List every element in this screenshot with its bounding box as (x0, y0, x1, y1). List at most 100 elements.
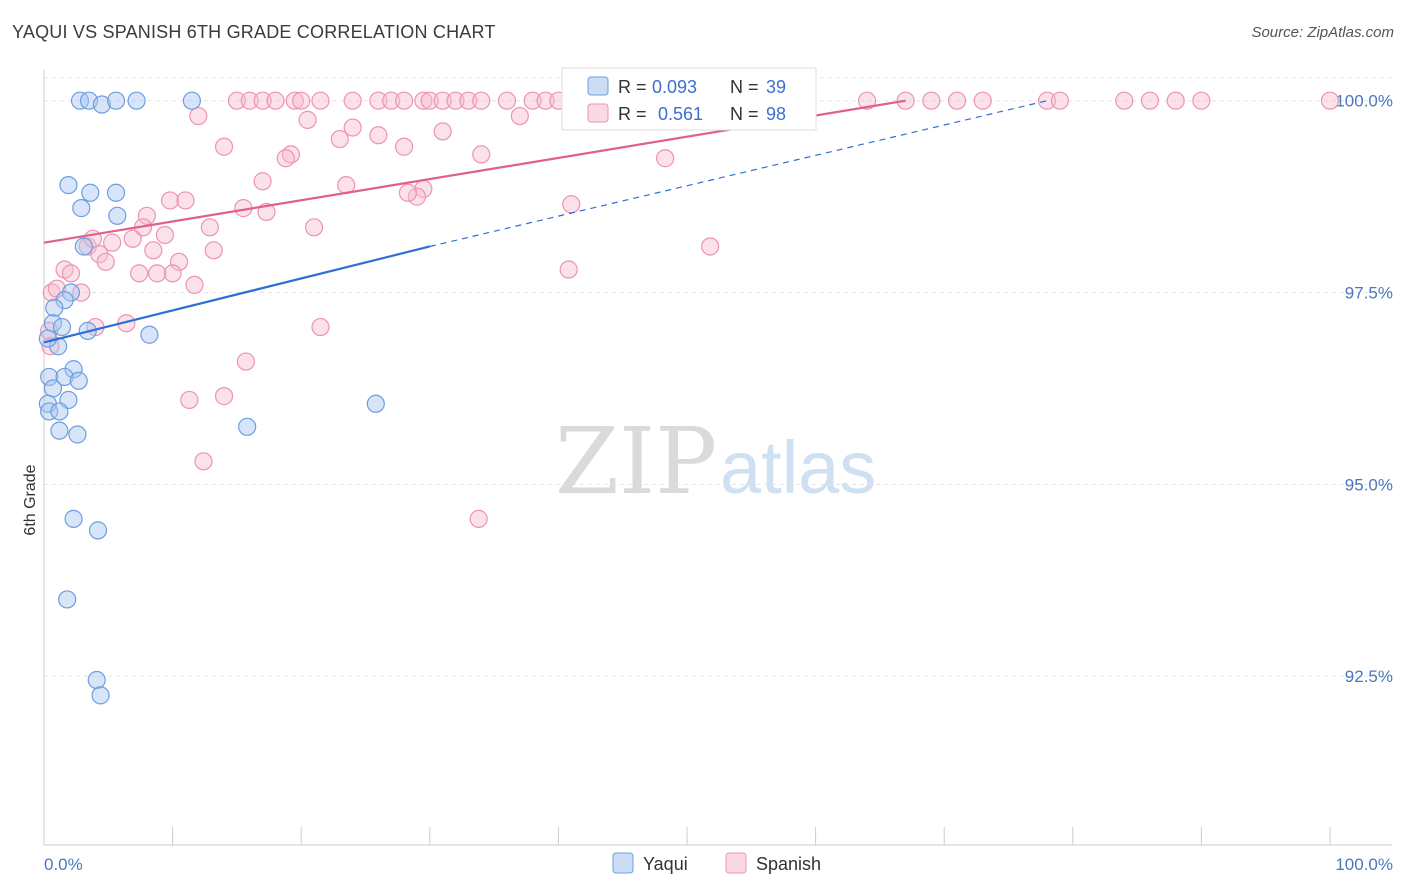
legend-swatch-yaqui (587, 76, 609, 96)
spanish-point (369, 126, 388, 145)
yaqui-point (92, 95, 111, 114)
spanish-point (857, 91, 877, 110)
spanish-point (330, 129, 349, 149)
spanish-point (240, 91, 259, 110)
source-credit: Source: ZipAtlas.com (1251, 24, 1394, 41)
x-tick-label-max: 100.0% (1335, 855, 1393, 874)
spanish-point (72, 283, 91, 302)
spanish-point (343, 91, 362, 110)
y-axis-label: 6th Grade (22, 464, 39, 535)
yaqui-point (55, 291, 74, 310)
spanish-point (311, 91, 330, 110)
yaqui-point (108, 206, 127, 225)
spanish-point (1050, 91, 1070, 110)
x-tick-labels: 0.0% 100.0% (44, 855, 1393, 874)
yaqui-point (91, 686, 110, 705)
spanish-point (1140, 91, 1160, 110)
legend-r-value-spanish: 0.561 (658, 104, 703, 124)
y-tick-label: 95.0% (1345, 475, 1393, 494)
yaqui-point (40, 367, 59, 387)
bottom-legend-label-yaqui: Yaqui (643, 854, 688, 874)
yaqui-point (81, 183, 100, 202)
spanish-point (922, 91, 941, 110)
spanish-point (103, 233, 122, 252)
yaqui-point (58, 590, 77, 609)
yaqui-point (88, 521, 108, 540)
legend-r-label-spanish: R = (618, 104, 647, 124)
spanish-points (40, 91, 1340, 528)
spanish-point (343, 118, 362, 137)
yaqui-point (87, 670, 106, 690)
gridlines (44, 77, 1392, 677)
yaqui-point (45, 298, 64, 317)
yaqui-point (140, 325, 159, 344)
spanish-point (369, 91, 388, 110)
legend-r-label-yaqui: R = (618, 77, 647, 97)
chart-title: YAQUI VS SPANISH 6TH GRADE CORRELATION C… (12, 22, 496, 42)
yaqui-point (64, 509, 83, 528)
spanish-point (656, 149, 675, 168)
spanish-point (123, 229, 142, 248)
yaqui-point (72, 199, 91, 218)
yaqui-point (106, 183, 126, 202)
spanish-point (472, 91, 491, 110)
spanish-point (227, 91, 246, 110)
yaqui-point (43, 379, 63, 398)
spanish-point (61, 264, 81, 283)
yaqui-point (40, 402, 59, 421)
correlation-legend: R = 0.093 N = 39 R = 0.561 N = 98 (561, 67, 817, 131)
spanish-point (96, 252, 115, 271)
spanish-point (1115, 91, 1134, 110)
spanish-point (204, 241, 223, 260)
spanish-point (311, 317, 330, 337)
spanish-point (155, 225, 174, 245)
yaqui-trend-extension (429, 100, 1048, 248)
spanish-point (169, 252, 189, 271)
spanish-point (176, 191, 195, 210)
yaqui-point (55, 367, 74, 387)
spanish-point (266, 91, 285, 110)
spanish-point (1166, 91, 1185, 110)
spanish-point (1192, 91, 1211, 110)
yaqui-point (238, 417, 257, 436)
spanish-point (189, 106, 208, 126)
spanish-point (398, 183, 418, 202)
spanish-point (1320, 91, 1340, 110)
spanish-point (446, 91, 465, 110)
spanish-point (130, 264, 149, 283)
spanish-point (562, 195, 581, 214)
spanish-point (497, 91, 517, 110)
series-legend: Yaqui Spanish (612, 852, 821, 874)
spanish-point (200, 218, 219, 237)
yaqui-point (69, 371, 88, 390)
spanish-point (973, 91, 992, 110)
yaqui-point (50, 402, 69, 421)
spanish-point (1037, 91, 1057, 110)
yaqui-point (59, 175, 78, 195)
spanish-point (559, 260, 578, 279)
yaqui-point (106, 91, 126, 110)
bottom-legend-swatch-spanish (725, 852, 747, 874)
yaqui-points (38, 91, 385, 705)
legend-r-value-yaqui: 0.093 (652, 77, 697, 97)
spanish-point (214, 137, 234, 156)
watermark-atlas: atlas (720, 426, 876, 509)
bottom-legend-swatch-yaqui (612, 852, 634, 874)
watermark: ZIP atlas (555, 408, 876, 515)
bottom-legend-label-spanish: Spanish (756, 854, 821, 874)
spanish-point (394, 137, 414, 156)
spanish-point (701, 237, 720, 256)
yaqui-point (50, 421, 69, 440)
spanish-point (510, 106, 529, 126)
spanish-point (292, 91, 311, 110)
spanish-point (382, 91, 401, 110)
watermark-zip: ZIP (555, 408, 717, 515)
spanish-point (469, 509, 488, 528)
y-tick-label: 100.0% (1335, 92, 1393, 111)
yaqui-point (49, 337, 68, 356)
spanish-point (472, 145, 491, 164)
legend-n-value-spanish: 98 (766, 104, 786, 124)
spanish-point (947, 91, 967, 110)
yaqui-point (52, 317, 72, 337)
spanish-point (536, 91, 555, 110)
